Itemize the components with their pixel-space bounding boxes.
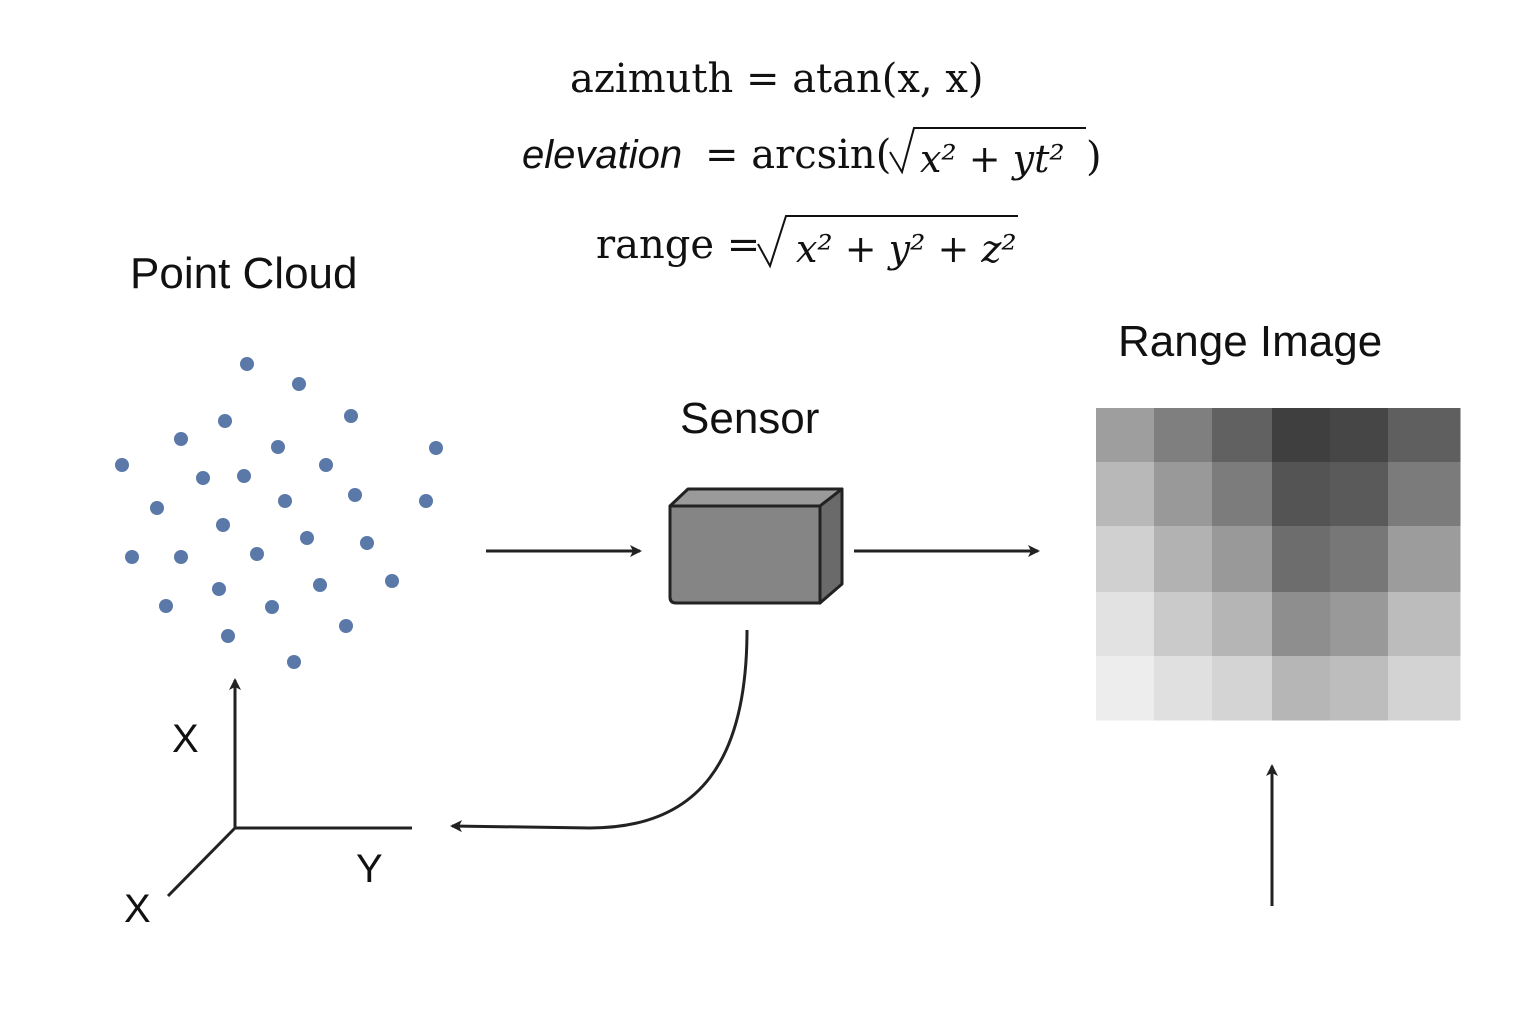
range-image-cell [1330, 656, 1389, 721]
point-cloud-dot [313, 578, 327, 592]
svg-text:azimuth = atan(x: azimuth = atan(x, x) [570, 56, 984, 102]
coordinate-axes: X Y X [124, 678, 412, 931]
point-cloud [115, 357, 443, 669]
range-image-cell [1096, 656, 1155, 721]
arrow-sensor-curve-back [450, 629, 749, 833]
sqrt-sign-elevation [889, 127, 1086, 175]
point-cloud-dot [385, 574, 399, 588]
range-image-cell [1096, 462, 1155, 527]
range-image-cell [1154, 408, 1213, 463]
point-cloud-dot [419, 494, 433, 508]
sensor-icon [668, 487, 844, 605]
range-image-cell [1388, 462, 1461, 527]
point-cloud-dot [265, 600, 279, 614]
range-image-cell [1096, 592, 1155, 657]
point-cloud-dot [115, 458, 129, 472]
range-image-cell [1154, 592, 1213, 657]
azimuth-rhs: atan(x, x) [792, 56, 983, 102]
point-cloud-dot [125, 550, 139, 564]
point-cloud-dot [300, 531, 314, 545]
point-cloud-dot [339, 619, 353, 633]
point-cloud-dot [150, 501, 164, 515]
elevation-suffix: ) [1086, 134, 1102, 180]
range-image-cell [1330, 408, 1389, 463]
range-image-cell [1330, 526, 1389, 593]
range-image-cell [1154, 656, 1213, 721]
sensor-top-face [668, 487, 844, 508]
point-cloud-dot [360, 536, 374, 550]
axis-label-vertical: X [172, 717, 199, 761]
azimuth-name: azimuth [570, 56, 733, 102]
range-image-cell [1330, 462, 1389, 527]
range-image-cell [1096, 408, 1155, 463]
range-image-cell [1272, 592, 1331, 657]
point-cloud-dot [221, 629, 235, 643]
range-image-cell [1212, 656, 1273, 721]
range-image-cell [1154, 462, 1213, 527]
sensor-title: Sensor [680, 394, 819, 443]
sensor-side-face [818, 487, 844, 605]
svg-text:= arcsin(: = arcsin( [705, 132, 891, 178]
svg-text:range =: range = [596, 222, 760, 268]
range-image-cell [1212, 526, 1273, 593]
range-image-title: Range Image [1118, 317, 1382, 366]
point-cloud-dot [159, 599, 173, 613]
point-cloud-dot [250, 547, 264, 561]
range-name: range [596, 222, 714, 268]
range-image-cell [1272, 408, 1331, 463]
axis-label-horizontal: Y [356, 847, 383, 891]
point-cloud-dot [240, 357, 254, 371]
formula-range: range = x² + y² + z² [596, 215, 1018, 271]
axis-diagonal [166, 826, 237, 898]
point-cloud-dot [218, 414, 232, 428]
point-cloud-dot [174, 550, 188, 564]
range-image-cell [1272, 656, 1331, 721]
point-cloud-dot [278, 494, 292, 508]
range-image-cell [1272, 462, 1331, 527]
elevation-radicand: x² + yt² [920, 137, 1065, 181]
elevation-name: elevation [522, 133, 682, 177]
point-cloud-title: Point Cloud [130, 249, 357, 298]
point-cloud-dot [216, 518, 230, 532]
range-image-grid [1096, 408, 1461, 721]
range-image-cell [1212, 408, 1273, 463]
range-image-cell [1212, 592, 1273, 657]
point-cloud-dot [174, 432, 188, 446]
range-radicand: x² + y² + z² [796, 227, 1017, 271]
point-cloud-dot [319, 458, 333, 472]
point-cloud-dot [344, 409, 358, 423]
range-image-cell [1096, 526, 1155, 593]
point-cloud-dot [287, 655, 301, 669]
range-image-cell [1388, 408, 1461, 463]
point-cloud-dot [237, 469, 251, 483]
elevation-prefix: arcsin( [751, 132, 891, 178]
range-image-cell [1388, 526, 1461, 593]
range-image-cell [1212, 462, 1273, 527]
point-cloud-dot [348, 488, 362, 502]
range-image-cell [1388, 656, 1461, 721]
formula-elevation: elevation = arcsin( x² + yt² ) [522, 127, 1102, 181]
axis-label-diagonal: X [124, 887, 151, 931]
range-image-cell [1388, 592, 1461, 657]
point-cloud-dot [196, 471, 210, 485]
point-cloud-dot [429, 441, 443, 455]
point-cloud-dot [212, 582, 226, 596]
point-cloud-dot [292, 377, 306, 391]
sqrt-sign-range [757, 215, 1018, 269]
range-image-cell [1154, 526, 1213, 593]
sensor-front-face [668, 504, 822, 605]
range-image-cell [1272, 526, 1331, 593]
point-cloud-dot [271, 440, 285, 454]
formula-azimuth: azimuth = atan(x, x) [570, 56, 984, 102]
range-image-cell [1330, 592, 1389, 657]
